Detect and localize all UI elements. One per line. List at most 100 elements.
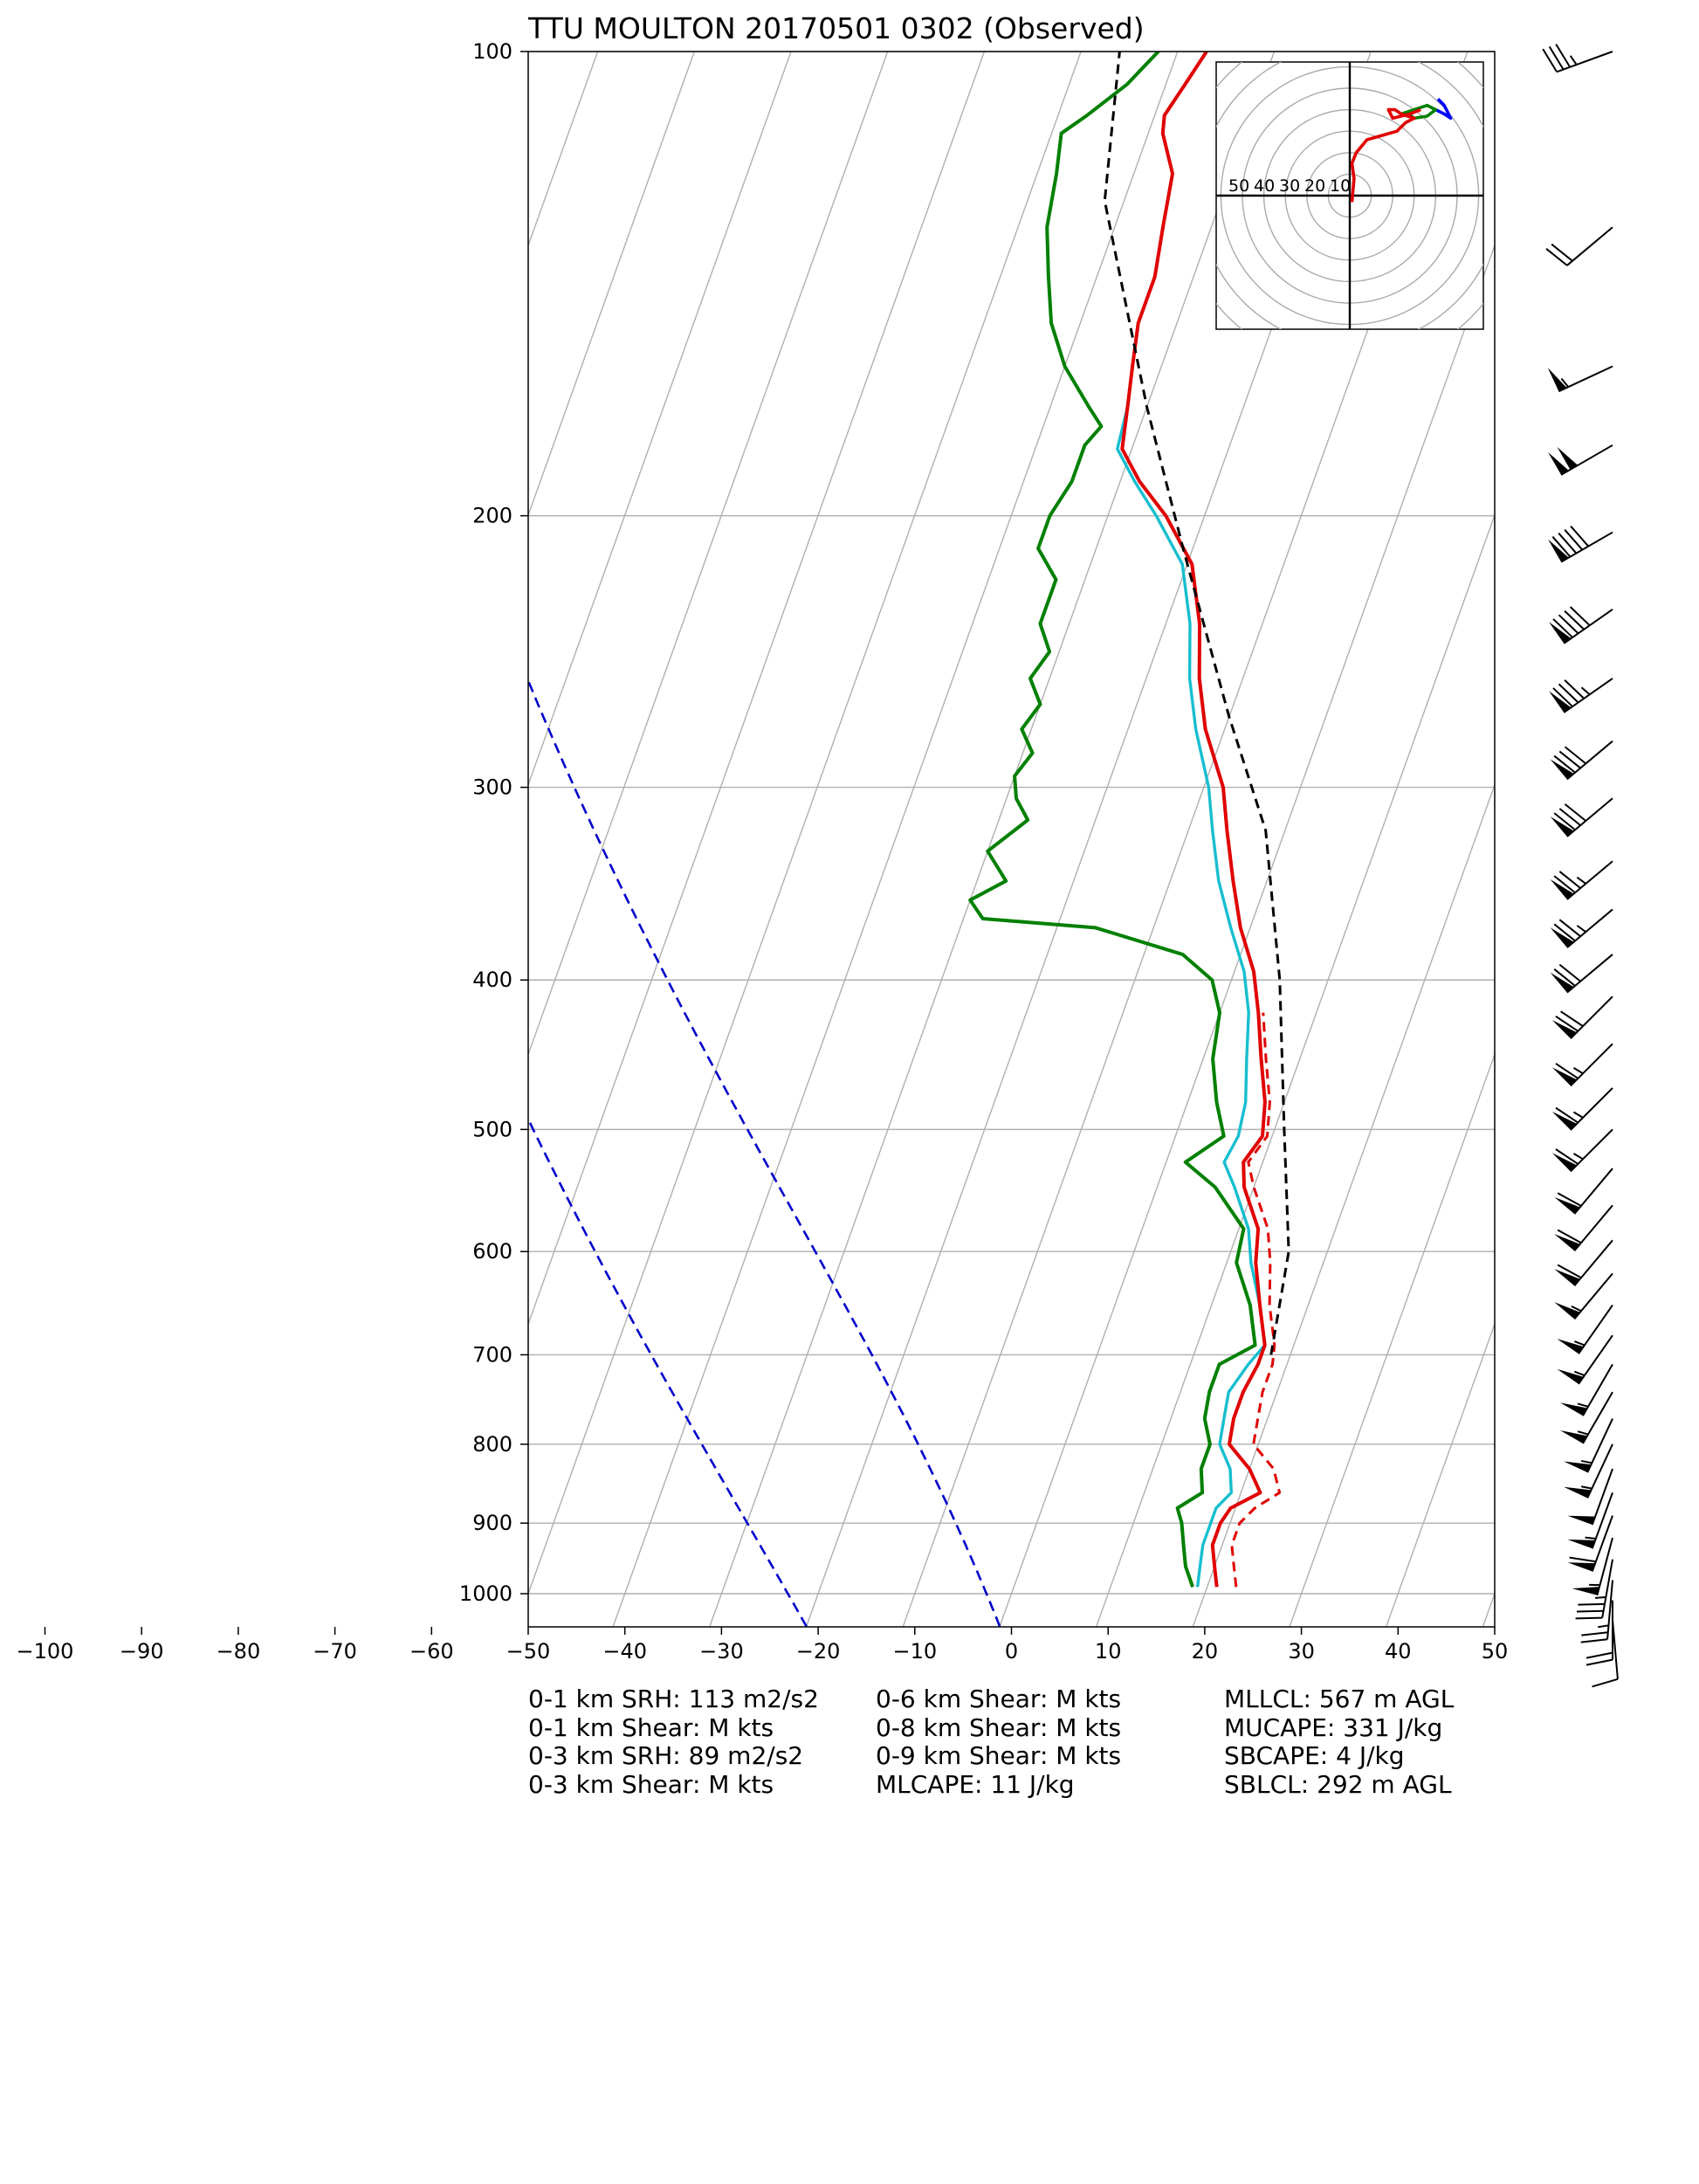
wind-barb — [1554, 1204, 1613, 1252]
wind-barb — [1554, 1239, 1613, 1287]
isotherm-line — [0, 0, 237, 1639]
stat-line: 0-8 km Shear: M kts — [876, 1712, 1122, 1742]
isotherm-line — [528, 52, 1082, 1596]
isotherm-line — [0, 0, 333, 1639]
wind-barb — [1572, 1537, 1613, 1595]
temperature-tick-label: −40 — [602, 1639, 647, 1664]
stats-col-1: 0-1 km SRH: 113 m2/s2 0-1 km Shear: M kt… — [528, 1685, 819, 1799]
temperature-tick-label: −60 — [409, 1639, 454, 1664]
isotherm-line — [612, 52, 1179, 1627]
isotherm-line — [528, 52, 986, 1326]
wind-barb — [1551, 1128, 1613, 1173]
temperature-tick-label: −20 — [796, 1639, 841, 1664]
wind-barb — [1564, 1443, 1613, 1498]
temperature-tick-label: −10 — [892, 1639, 937, 1664]
temperature-tick-label: −90 — [120, 1639, 164, 1664]
isotherm-grid — [0, 0, 1495, 1639]
sounding-traces — [968, 52, 1290, 1588]
temperature-tick-label: 30 — [1288, 1639, 1315, 1664]
hodograph-ring-label: 50 — [1228, 176, 1249, 196]
wind-barb — [1545, 226, 1613, 266]
parcel-path-trace — [1103, 52, 1290, 1355]
stat-line: 0-3 km SRH: 89 m2/s2 — [528, 1741, 804, 1770]
pressure-tick-label: 100 — [472, 39, 512, 64]
isotherm-line — [528, 52, 696, 517]
wind-barb — [1550, 797, 1613, 837]
stat-line: MUCAPE: 331 J/kg — [1224, 1712, 1443, 1742]
stat-line: SBCAPE: 4 J/kg — [1224, 1741, 1405, 1770]
temperature-tick-label: −100 — [17, 1639, 74, 1664]
hodograph-ring-label: 10 — [1330, 176, 1351, 196]
wind-barb — [1551, 1087, 1613, 1131]
wind-barb — [1560, 1391, 1613, 1444]
pressure-tick-label: 400 — [472, 968, 512, 992]
isotherm-line — [0, 0, 430, 1639]
virtual-temperature-trace — [1230, 1012, 1282, 1588]
wind-barb — [1567, 1468, 1613, 1526]
isotherm-line — [1289, 1052, 1495, 1627]
pressure-tick-label: 500 — [472, 1117, 512, 1141]
pressure-tick-label: 700 — [472, 1342, 512, 1367]
dewpoint-trace — [968, 52, 1257, 1588]
stat-line: 0-6 km Shear: M kts — [876, 1685, 1122, 1713]
wind-barbs — [1542, 44, 1619, 1688]
stat-line: MLCAPE: 11 J/kg — [876, 1769, 1075, 1799]
wind-barb — [1554, 1168, 1613, 1215]
hodograph-trace-blue — [1434, 98, 1453, 121]
temperature-tick-label: −70 — [313, 1639, 357, 1664]
wind-barb — [1547, 365, 1613, 393]
isotherm-line — [528, 52, 889, 1057]
wind-barb — [1551, 1043, 1613, 1087]
wind-barb — [1557, 1305, 1613, 1354]
pressure-tick-label: 1000 — [459, 1581, 512, 1606]
isotherm-line — [1192, 782, 1495, 1627]
hodograph-ring-label: 20 — [1304, 176, 1325, 196]
wind-barb — [1580, 1580, 1613, 1643]
wind-barb — [1549, 606, 1613, 644]
wind-barb — [1548, 525, 1613, 563]
wind-barb — [1567, 1515, 1613, 1572]
isotherm-line — [0, 0, 43, 1639]
temperature-tick-label: −80 — [217, 1639, 261, 1664]
temperature-trace — [1120, 52, 1267, 1588]
wind-barb — [1554, 1272, 1613, 1320]
chart-title: TTU MOULTON 20170501 0302 (Observed) — [527, 11, 1145, 45]
stat-line: MLLCL: 567 m AGL — [1224, 1685, 1455, 1713]
stat-line: 0-1 km Shear: M kts — [528, 1712, 774, 1742]
temperature-tick-label: 20 — [1192, 1639, 1219, 1664]
wind-barb — [1586, 1600, 1613, 1666]
isotherm-line — [999, 243, 1495, 1627]
hodograph-ring-label: 30 — [1279, 176, 1300, 196]
isotherm-line — [0, 0, 140, 1639]
isotherm-line — [528, 52, 599, 248]
isotherm-line — [0, 0, 526, 1639]
pressure-tick-label: 200 — [472, 504, 512, 528]
pressure-tick-label: 600 — [472, 1239, 512, 1264]
wind-barb — [1549, 678, 1613, 713]
wind-barb — [1567, 1492, 1613, 1549]
wind-barb — [1542, 44, 1613, 73]
moist-adiabat — [528, 678, 1001, 1627]
wind-barb — [1550, 860, 1613, 900]
wind-barb — [1548, 444, 1613, 476]
isotherm-line — [1385, 1322, 1495, 1627]
wind-barb — [1550, 954, 1613, 994]
stat-line: 0-3 km Shear: M kts — [528, 1769, 774, 1799]
pressure-tick-label: 800 — [472, 1432, 512, 1457]
moist-adiabats — [528, 678, 1001, 1627]
pressure-tick-label: 300 — [472, 775, 512, 800]
temperature-tick-label: −30 — [699, 1639, 744, 1664]
moist-adiabat — [528, 1116, 808, 1627]
hodograph-ring-label: 40 — [1254, 176, 1275, 196]
stat-line: 0-9 km Shear: M kts — [876, 1741, 1122, 1770]
pressure-tick-label: 900 — [472, 1511, 512, 1535]
stats-col-3: MLLCL: 567 m AGL MUCAPE: 331 J/kg SBCAPE… — [1224, 1685, 1454, 1799]
wind-barb — [1550, 740, 1613, 781]
wind-barb — [1592, 1619, 1619, 1688]
temperature-tick-label: 50 — [1482, 1639, 1509, 1664]
temperature-tick-label: −50 — [506, 1639, 551, 1664]
wind-barb — [1575, 1559, 1613, 1620]
pressure-axis: 100 200 300 400 500 600 700 800 900 1000 — [459, 39, 528, 1606]
isotherm-line — [709, 52, 1276, 1627]
